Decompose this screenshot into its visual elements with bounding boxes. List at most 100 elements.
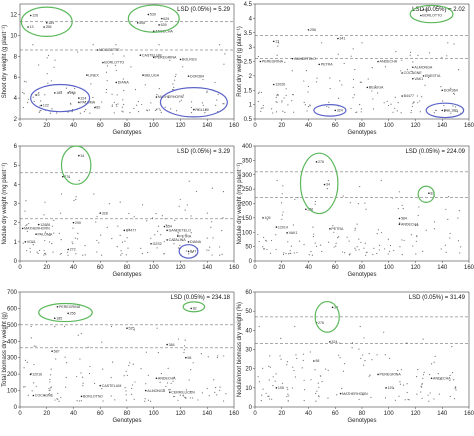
- data-point: [315, 400, 317, 402]
- data-point: [438, 393, 441, 395]
- y-tick-label: 300: [242, 173, 253, 179]
- data-point: [33, 345, 35, 347]
- y-axis-label: Total biomass dry weight (g): [2, 312, 8, 387]
- data-point: [277, 94, 279, 96]
- data-point: [125, 394, 127, 396]
- y-tick-label: 2: [14, 117, 18, 123]
- data-point: [413, 101, 415, 103]
- data-point: [394, 107, 396, 109]
- data-point: [60, 252, 62, 255]
- highlight-ellipse: [314, 300, 340, 333]
- data-point: [116, 105, 118, 107]
- data-point: [151, 217, 154, 219]
- x-axis-label: Genotypes: [347, 272, 376, 278]
- data-point: [24, 210, 26, 212]
- data-point: [305, 70, 308, 72]
- data-point: [354, 68, 356, 71]
- labeled-point: [259, 60, 262, 63]
- data-point: [211, 187, 214, 189]
- data-point: [111, 105, 113, 108]
- point-label: B47: [190, 250, 196, 254]
- labeled-point: [262, 217, 264, 219]
- data-point: [222, 191, 225, 193]
- x-tick-label: 120: [175, 123, 186, 129]
- data-point: [449, 395, 451, 397]
- point-label: BELUGA: [145, 73, 160, 77]
- data-point: [352, 48, 354, 50]
- data-point: [172, 83, 174, 85]
- data-point: [360, 241, 362, 244]
- data-point: [380, 232, 383, 234]
- data-point: [125, 254, 127, 256]
- data-point: [106, 80, 108, 82]
- data-point: [221, 253, 223, 256]
- point-label: 82: [193, 307, 197, 311]
- data-point: [190, 106, 193, 109]
- data-point: [206, 387, 208, 390]
- data-point: [421, 397, 423, 399]
- data-point: [260, 110, 262, 113]
- data-point: [77, 334, 79, 336]
- labeled-point: [398, 217, 401, 220]
- data-point: [266, 219, 268, 221]
- data-point: [44, 94, 46, 96]
- data-point: [161, 215, 163, 217]
- point-label: 98: [187, 356, 191, 360]
- point-label: COCAGNE: [35, 394, 54, 398]
- data-point: [74, 87, 76, 90]
- point-label: 256: [70, 312, 76, 316]
- data-point: [281, 214, 284, 216]
- data-point: [206, 249, 208, 251]
- data-point: [275, 101, 277, 103]
- data-point: [429, 392, 431, 394]
- data-point: [141, 103, 143, 106]
- data-point: [446, 110, 448, 112]
- data-point: [354, 247, 356, 249]
- data-point: [160, 111, 162, 113]
- labeled-point: [136, 22, 139, 24]
- data-point: [74, 237, 77, 239]
- x-axis-label: Genotypes: [347, 418, 376, 424]
- data-point: [412, 61, 414, 63]
- y-axis-label: Nodule dry weight (mg plant⁻¹): [237, 163, 243, 245]
- data-point: [225, 393, 227, 395]
- data-point: [423, 371, 425, 374]
- data-point: [368, 353, 370, 355]
- data-point: [292, 366, 294, 368]
- data-point: [158, 108, 160, 110]
- data-point: [428, 374, 431, 376]
- data-point: [257, 376, 259, 378]
- labeled-point: [337, 37, 339, 40]
- chart-panel-3: 0 20 40 60 80 100 120 140 1600123456GenotypesNod…: [2, 144, 240, 278]
- data-point: [51, 243, 53, 245]
- data-point: [447, 218, 449, 221]
- data-point: [188, 180, 190, 182]
- data-point: [348, 240, 350, 242]
- y-tick-label: 60: [245, 290, 252, 296]
- data-point: [283, 252, 285, 254]
- point-label: B4477: [404, 94, 414, 98]
- point-label: 256: [310, 28, 316, 32]
- data-point: [395, 51, 397, 53]
- data-point: [329, 77, 331, 79]
- point-label: 129: [388, 386, 394, 390]
- data-point: [261, 394, 263, 396]
- data-point: [341, 84, 343, 86]
- y-tick-label: 500: [7, 323, 18, 329]
- data-point: [357, 202, 359, 205]
- data-point: [99, 396, 101, 398]
- data-point: [371, 67, 373, 69]
- point-label: 276: [64, 175, 70, 179]
- data-point: [318, 395, 320, 398]
- labeled-point: [94, 106, 96, 109]
- data-point: [49, 374, 52, 376]
- data-point: [113, 101, 115, 104]
- data-point: [123, 89, 125, 92]
- data-point: [141, 252, 143, 255]
- data-point: [23, 386, 25, 388]
- labeled-point: [398, 223, 401, 225]
- point-label: LINEX: [88, 73, 99, 77]
- data-point: [117, 103, 119, 105]
- data-point: [316, 77, 318, 79]
- data-point: [351, 347, 353, 349]
